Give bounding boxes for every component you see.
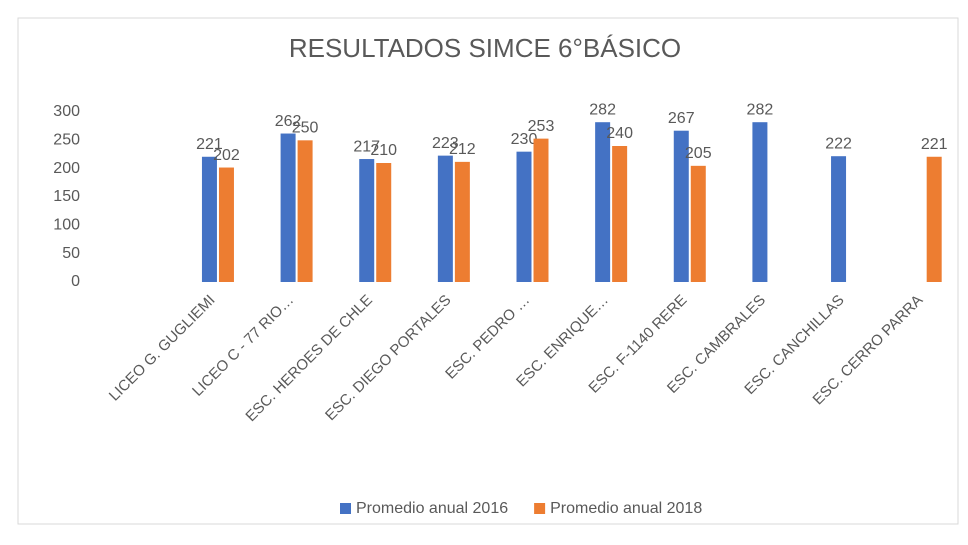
- data-label: 262: [275, 113, 302, 130]
- data-label: 221: [921, 136, 948, 153]
- y-tick-label: 0: [71, 273, 80, 290]
- y-tick-label: 250: [53, 132, 80, 149]
- bar: [297, 140, 313, 282]
- data-label: 282: [589, 101, 616, 118]
- bar: [595, 122, 611, 282]
- bar: [926, 156, 942, 282]
- bar: [376, 163, 392, 282]
- data-label: 267: [668, 110, 695, 127]
- data-label: 202: [213, 147, 240, 164]
- y-tick-label: 300: [53, 103, 80, 120]
- bar: [201, 156, 217, 282]
- bar: [533, 138, 549, 282]
- bar: [752, 122, 768, 282]
- bar: [612, 146, 628, 282]
- data-label: 253: [528, 118, 555, 135]
- bar: [516, 151, 532, 282]
- bar: [280, 133, 296, 282]
- bar: [673, 130, 689, 282]
- y-tick-label: 50: [62, 245, 80, 262]
- data-label: 282: [747, 101, 774, 118]
- chart-title: RESULTADOS SIMCE 6°BÁSICO: [289, 33, 681, 63]
- data-label: 230: [511, 131, 538, 148]
- legend-swatch: [340, 503, 351, 514]
- chart-frame: [17, 17, 959, 525]
- data-label: 210: [370, 142, 397, 159]
- data-label: 217: [353, 138, 380, 155]
- bar: [437, 155, 453, 282]
- y-tick-label: 150: [53, 188, 80, 205]
- data-label: 221: [196, 136, 223, 153]
- data-label: 223: [432, 135, 459, 152]
- data-label: 240: [606, 125, 633, 142]
- data-label: 250: [292, 120, 319, 137]
- y-tick-label: 100: [53, 217, 80, 234]
- bar: [690, 165, 706, 282]
- y-tick-label: 200: [53, 160, 80, 177]
- legend-swatch: [534, 503, 546, 514]
- data-label: 212: [449, 141, 476, 158]
- legend-label: Promedio anual 2016: [356, 500, 508, 517]
- data-label: 222: [825, 135, 852, 152]
- bar: [831, 156, 847, 282]
- bar: [359, 159, 375, 282]
- bar: [218, 167, 234, 282]
- bar: [454, 161, 470, 282]
- data-label: 205: [685, 145, 712, 162]
- legend-label: Promedio anual 2018: [550, 500, 702, 517]
